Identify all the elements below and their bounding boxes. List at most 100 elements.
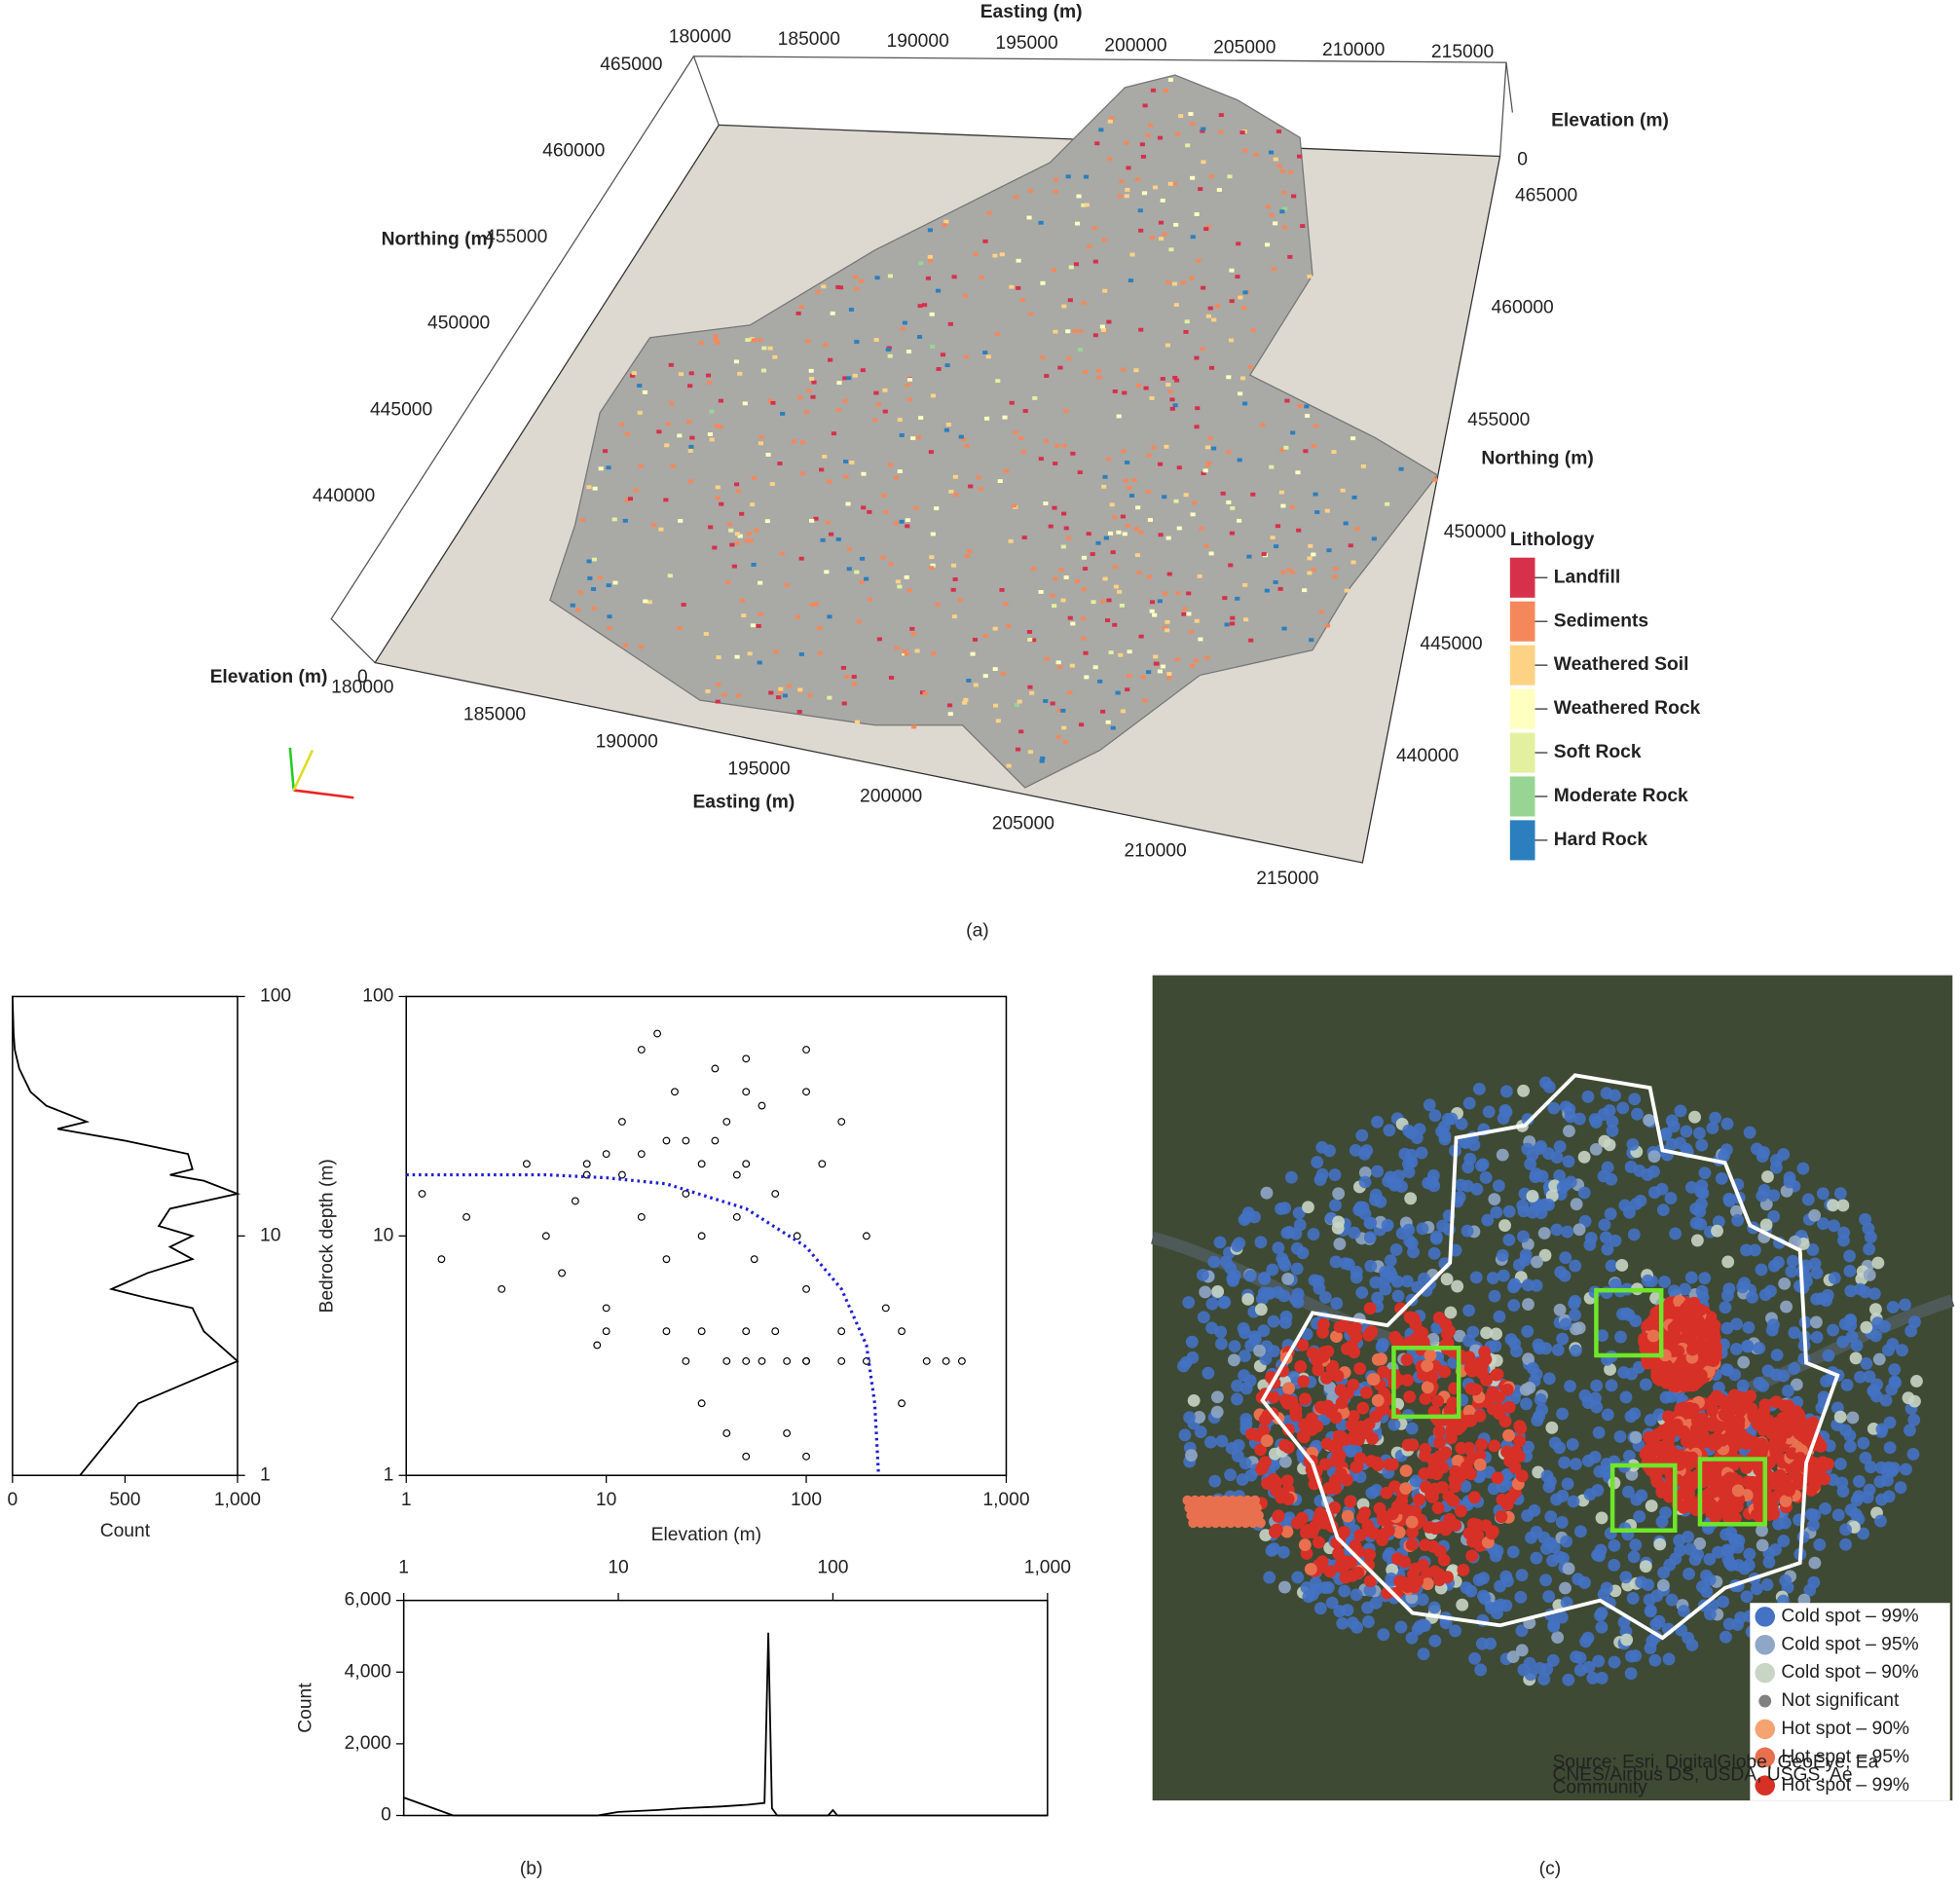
dot (1677, 1605, 1690, 1618)
dot (1719, 1301, 1732, 1314)
axis-tick-label: 445000 (1420, 634, 1482, 654)
decoration (288, 56, 1955, 1801)
dot (1562, 1155, 1575, 1168)
dot (1449, 1464, 1462, 1478)
scatter-point (722, 1357, 731, 1365)
dot (1551, 1631, 1565, 1645)
legend-label: Weathered Rock (1554, 698, 1701, 719)
dot (1030, 567, 1036, 571)
dot (1852, 1490, 1866, 1503)
dot (1226, 1274, 1239, 1287)
dot (607, 626, 612, 631)
dot (1184, 1502, 1195, 1513)
dot (841, 701, 847, 706)
dot (1149, 609, 1155, 613)
dot (1214, 1337, 1228, 1351)
dot (1214, 1325, 1228, 1339)
dot (737, 371, 743, 376)
dot (1162, 232, 1167, 237)
plot-frame (402, 1599, 1049, 1817)
dot (985, 354, 991, 359)
dot (1900, 1462, 1912, 1476)
dot (1233, 1517, 1243, 1529)
dot (1767, 1209, 1781, 1223)
dot (751, 563, 757, 567)
dot (1333, 1605, 1347, 1618)
dot (799, 471, 805, 476)
legend-label: Hot spot – 95% (1781, 1747, 1909, 1767)
dot (1539, 1573, 1552, 1587)
dot (1235, 275, 1240, 279)
axis-tick-label: 185000 (778, 29, 840, 50)
dot (808, 377, 815, 381)
dot (1558, 1456, 1572, 1469)
dot (1165, 383, 1171, 388)
dot (1039, 759, 1045, 763)
dot (1173, 303, 1179, 308)
dot (1276, 130, 1282, 133)
dot (1401, 1438, 1415, 1452)
dot (883, 510, 889, 514)
dot (1186, 591, 1192, 596)
dot (681, 603, 686, 607)
dot (1682, 1531, 1694, 1543)
dot (767, 398, 773, 403)
dot (821, 284, 827, 289)
dot (1109, 502, 1115, 507)
dot (1021, 536, 1027, 539)
dot (1097, 679, 1103, 684)
dot (1123, 478, 1128, 483)
dot (1120, 514, 1126, 519)
dot (894, 646, 900, 650)
dot (1228, 338, 1235, 343)
dot (1521, 1142, 1535, 1156)
dot (1230, 615, 1236, 620)
dot (1643, 1113, 1655, 1127)
dot (1149, 396, 1155, 400)
dot (1383, 1458, 1396, 1471)
dot (1377, 1628, 1390, 1642)
dot (1168, 247, 1174, 252)
dot (1017, 699, 1022, 704)
dot (1740, 1243, 1753, 1257)
axis-tick-label: 190000 (596, 731, 658, 752)
dot (1199, 526, 1204, 531)
dot (1307, 556, 1313, 561)
y-tick-label: 1 (260, 1464, 271, 1485)
dot (715, 496, 721, 500)
dot (687, 384, 693, 389)
dot (1806, 1416, 1820, 1429)
legend-swatch (1509, 645, 1535, 685)
dot (1308, 543, 1313, 548)
dot (1564, 1380, 1576, 1393)
dot (1745, 1476, 1757, 1490)
dot (1644, 1604, 1657, 1617)
dot (1614, 1330, 1627, 1344)
dot (758, 434, 764, 439)
dot (994, 332, 1000, 337)
dot (1183, 329, 1189, 334)
dot (1863, 1269, 1876, 1281)
dot (1325, 1362, 1339, 1376)
dot (1330, 1330, 1343, 1344)
dot (1211, 1285, 1225, 1298)
dot (1718, 1149, 1730, 1163)
dot (1214, 304, 1221, 309)
dot (1460, 1581, 1473, 1595)
dot (1120, 709, 1126, 714)
dot (1110, 725, 1116, 730)
dot (1230, 506, 1236, 510)
terrain (549, 74, 1439, 789)
dot (1198, 637, 1203, 642)
dot (1152, 612, 1158, 617)
dot (624, 431, 631, 436)
dot (840, 665, 846, 670)
dot (1462, 1096, 1476, 1110)
dot (1405, 1515, 1419, 1529)
dot (1169, 397, 1175, 402)
dot (1230, 621, 1236, 626)
dot (1188, 112, 1194, 116)
x-tick-label: 1 (401, 1490, 412, 1510)
dot (1253, 152, 1259, 157)
dot (1255, 1517, 1266, 1529)
